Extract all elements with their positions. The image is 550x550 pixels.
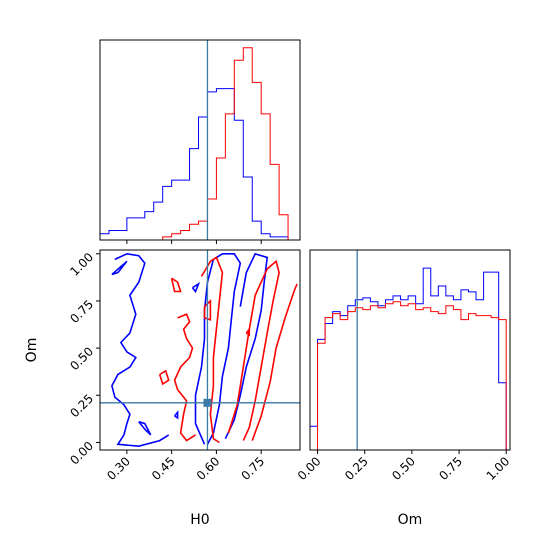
joint-frame	[99, 249, 301, 451]
contour-red-3	[200, 256, 224, 444]
contour-blue-6	[173, 410, 179, 420]
axis-labels: H0 Om Om	[24, 338, 422, 528]
contour-red-5	[227, 259, 280, 441]
om-hist-red	[310, 301, 507, 451]
x-axis-label-h0: H0	[190, 512, 209, 528]
contour-red-6	[251, 283, 298, 441]
om-xtick-label: 0.75	[436, 454, 465, 483]
h0-xtick-label: 0.30	[104, 454, 133, 483]
h0-hist-frame	[99, 39, 301, 241]
contour-blue-3	[194, 253, 242, 445]
om-xtick-label: 0.00	[295, 454, 324, 483]
om-ytick-label: 0.25	[67, 392, 96, 421]
h0-hist-blue	[99, 88, 298, 241]
contour-blue-0	[111, 252, 170, 448]
om-ytick-label: 1.00	[67, 250, 96, 279]
contour-blue-5	[191, 282, 201, 294]
om-xtick-label: 0.25	[342, 454, 371, 483]
h0-xtick-label: 0.75	[239, 454, 268, 483]
om-xtick-label: 1.00	[484, 454, 513, 483]
contour-group	[111, 252, 298, 448]
truth-marker	[203, 398, 212, 407]
om-marginal-panel: 0.00 0.25 0.50 0.75 1.00	[295, 249, 513, 483]
y-axis-label-om: Om	[24, 338, 40, 363]
contour-blue-2	[138, 420, 152, 436]
contour-red-0	[173, 313, 196, 442]
om-ytick-label: 0.00	[67, 439, 96, 468]
om-ytick-label: 0.75	[67, 297, 96, 326]
contour-red-2	[158, 369, 170, 386]
h0-marginal-panel	[99, 39, 301, 244]
joint-contour-panel: 0.30 0.45 0.60 0.75 0.00 0.25 0.50 0.75 1.00	[67, 249, 301, 483]
om-hist-blue	[309, 267, 507, 450]
contour-blue-1	[111, 260, 128, 276]
contour-red-4	[203, 299, 212, 321]
om-xtick-label: 0.50	[389, 454, 418, 483]
om-ytick-label: 0.50	[67, 344, 96, 373]
h0-xtick-label: 0.60	[194, 454, 223, 483]
h0-xtick-label: 0.45	[149, 454, 178, 483]
contour-red-7	[245, 326, 251, 337]
om-hist-frame	[309, 249, 511, 451]
contour-red-1	[170, 277, 182, 293]
x-axis-label-om: Om	[398, 512, 423, 528]
